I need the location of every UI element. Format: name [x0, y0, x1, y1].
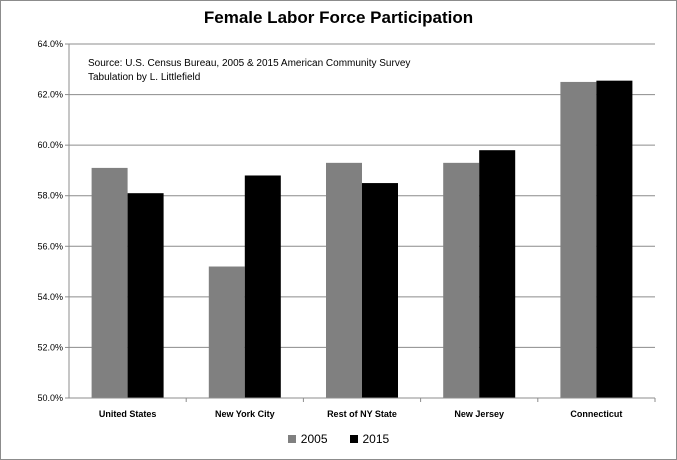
y-tick-label: 56.0% — [37, 241, 63, 251]
bar-2005 — [560, 81, 597, 398]
source-annotation: Source: U.S. Census Bureau, 2005 & 2015 … — [88, 57, 410, 85]
x-tick-label: Connecticut — [570, 409, 622, 419]
y-tick-label: 64.0% — [37, 39, 63, 49]
axis-labels: 50.0% 52.0% 54.0% 56.0% 58.0% 60.0% 62.0% 64.0%… — [37, 39, 622, 419]
bar-2005 — [91, 167, 128, 398]
bar-2015 — [596, 80, 633, 399]
bars — [91, 80, 633, 399]
bar-2005 — [443, 162, 480, 398]
x-tick-label: New Jersey — [454, 409, 504, 419]
bar-2015 — [479, 150, 516, 398]
legend-label-2015: 2015 — [362, 432, 390, 446]
y-tick-label: 62.0% — [37, 90, 63, 100]
source-line-1: Source: U.S. Census Bureau, 2005 & 2015 … — [88, 58, 411, 69]
x-tick-label: New York City — [215, 409, 275, 419]
chart-title: Female Labor Force Participation — [203, 8, 474, 27]
y-tick-label: 58.0% — [37, 191, 63, 201]
x-tick-label: United States — [99, 409, 157, 419]
legend-item-2005: 2005 — [287, 432, 328, 446]
bar-2015 — [127, 193, 164, 398]
bar-2015 — [244, 175, 281, 398]
bar-2005 — [326, 162, 362, 398]
y-tick-label: 52.0% — [37, 342, 63, 352]
axes — [65, 43, 656, 402]
y-tick-label: 60.0% — [37, 140, 63, 150]
legend-swatch-2005 — [287, 435, 296, 443]
bar-2015 — [362, 183, 398, 398]
source-line-2: Tabulation by L. Littlefield — [88, 72, 201, 83]
x-tick-label: Rest of NY State — [327, 409, 397, 419]
y-tick-label: 54.0% — [37, 292, 63, 302]
legend-item-2015: 2015 — [349, 432, 390, 446]
legend: 2005 2015 — [0, 432, 677, 446]
y-tick-label: 50.0% — [37, 393, 63, 403]
legend-swatch-2015 — [349, 435, 358, 443]
bar-2005 — [208, 266, 245, 398]
legend-label-2005: 2005 — [300, 432, 328, 446]
